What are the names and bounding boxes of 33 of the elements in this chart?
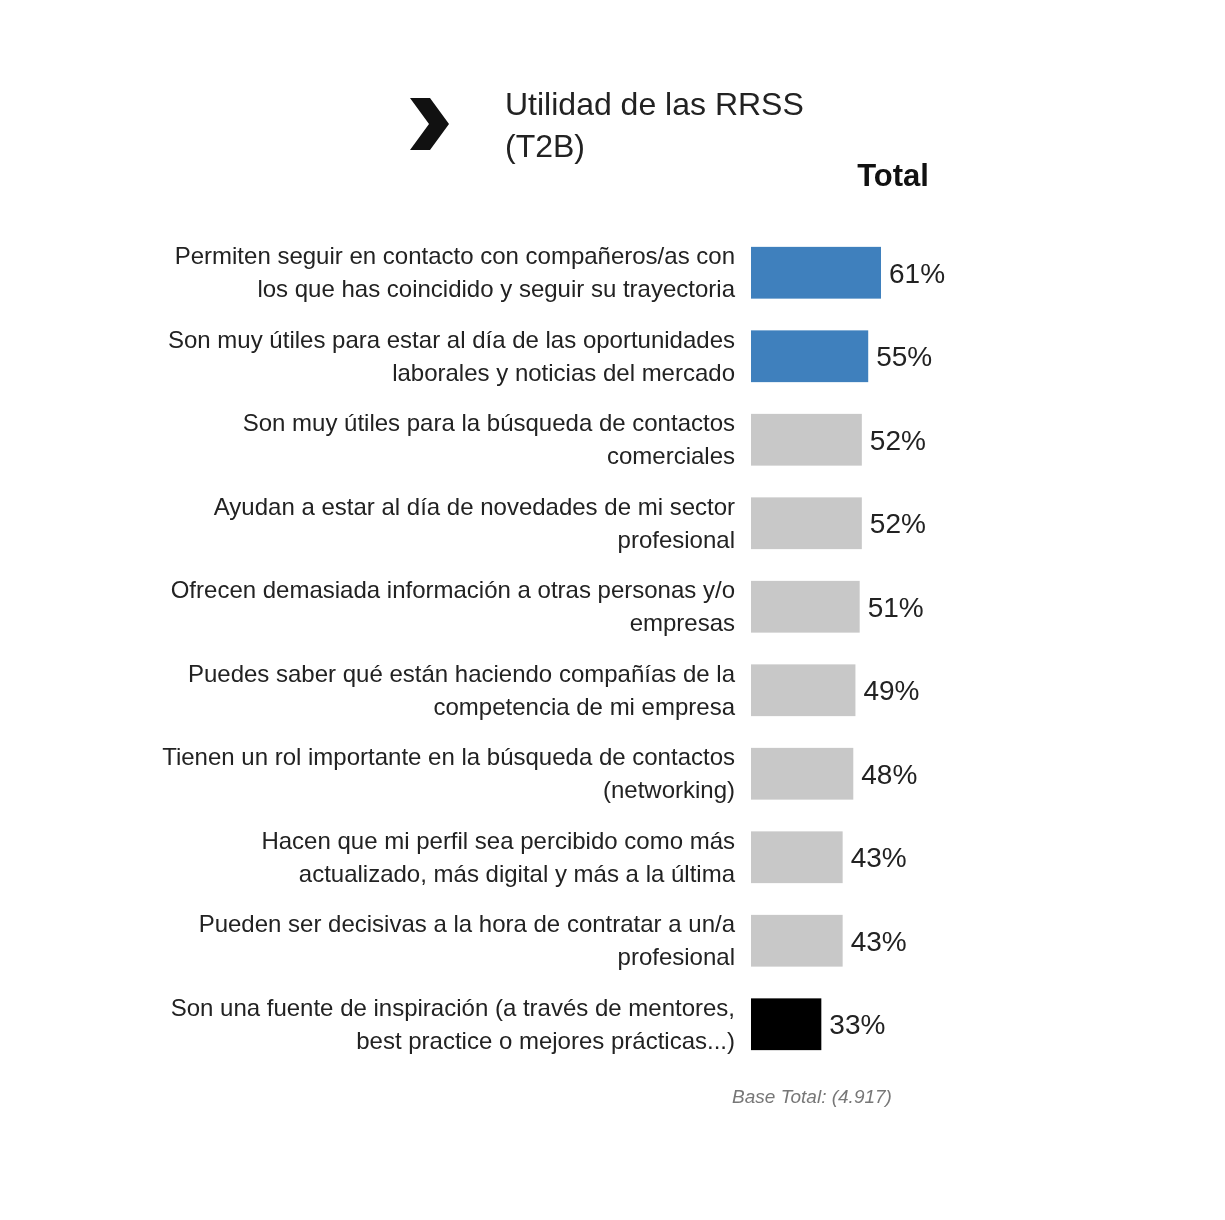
data-label: 43% bbox=[850, 842, 907, 874]
data-label: 52% bbox=[869, 424, 926, 456]
data-label: 43% bbox=[850, 925, 907, 957]
text: Base Total: (4.917) bbox=[732, 1086, 892, 1107]
bar bbox=[751, 580, 860, 633]
data-label: 49% bbox=[863, 675, 920, 707]
bar bbox=[751, 246, 881, 299]
y-tick-label: Hacen que mi perfil sea percibido como más actualizado, más digital y más a la última bbox=[261, 826, 736, 887]
bar bbox=[751, 330, 869, 383]
y-tick-label: Son muy útiles para estar al día de las oportunidades laborales y noticias del mercado bbox=[167, 325, 735, 386]
y-tick-label: Puedes saber qué están haciendo compañías de la competencia de mi empresa bbox=[187, 659, 736, 720]
data-label: 61% bbox=[889, 257, 946, 289]
data-label: 48% bbox=[861, 758, 918, 790]
data-label: 52% bbox=[869, 508, 926, 540]
bar bbox=[751, 831, 843, 884]
bar bbox=[751, 664, 856, 717]
bar bbox=[751, 914, 843, 967]
data-label: 51% bbox=[867, 591, 924, 623]
bar bbox=[751, 747, 854, 800]
data-label: 33% bbox=[829, 1009, 886, 1041]
y-tick-label: Pueden ser decisivas a la hora de contratar a un/a profesional bbox=[198, 910, 736, 971]
chart-title: Utilidad de las RRSS (T2B) bbox=[505, 86, 804, 164]
y-tick-label: Ofrecen demasiada información a otras personas y/o empresas bbox=[170, 576, 735, 637]
bar bbox=[751, 998, 822, 1051]
chart-subtitle: Total bbox=[857, 158, 929, 193]
bar bbox=[751, 413, 862, 466]
y-tick-label: Tienen un rol importante en la búsqueda de contactos (networking) bbox=[162, 743, 735, 804]
data-label: 55% bbox=[876, 341, 933, 373]
y-tick-label: Permiten seguir en contacto con compañeros/as con los que has coincidido y seguir su trayectoria bbox=[174, 242, 736, 303]
y-tick-label: Ayudan a estar al día de novedades de mi sector profesional bbox=[213, 492, 735, 553]
y-tick-label: Son una fuente de inspiración (a través de mentores, best practice o mejores prácticas...) bbox=[170, 993, 735, 1054]
y-tick-label: Son muy útiles para la búsqueda de contactos comerciales bbox=[242, 409, 735, 470]
bar bbox=[751, 497, 862, 550]
